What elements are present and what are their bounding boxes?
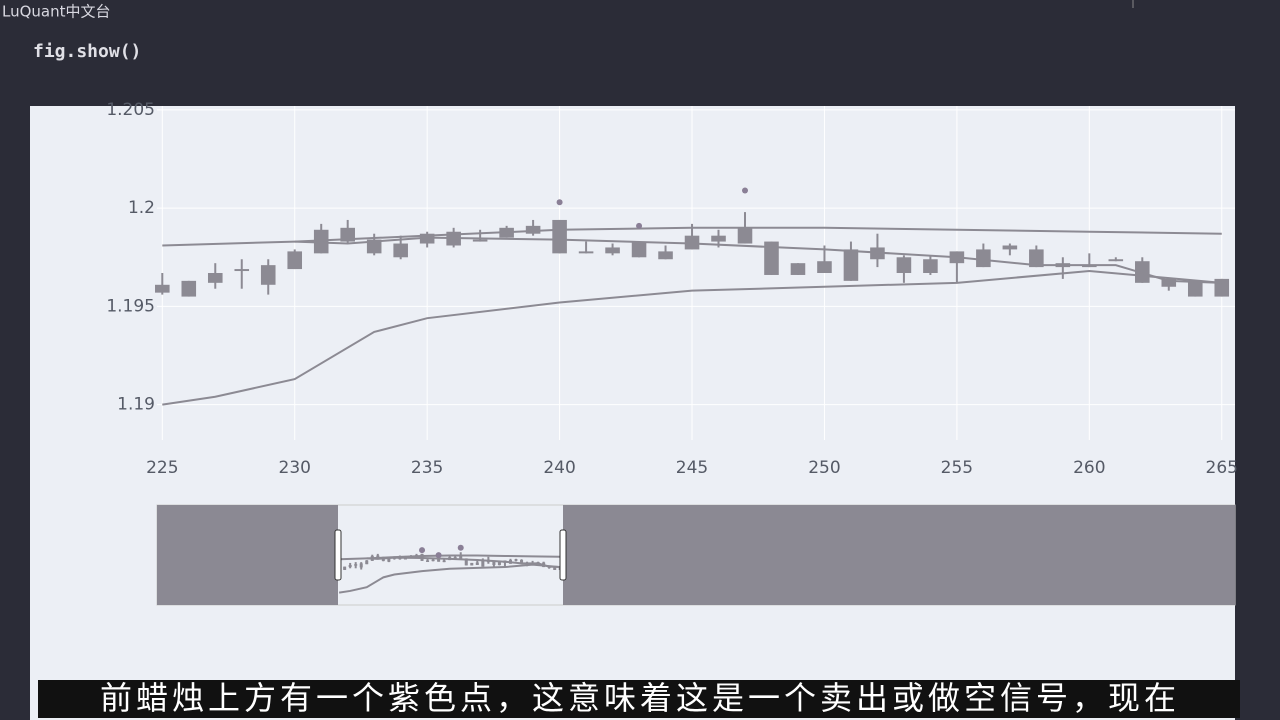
body xyxy=(605,247,620,254)
body xyxy=(234,269,250,272)
body xyxy=(472,239,488,242)
y-tick-label: 1.195 xyxy=(106,296,155,316)
body xyxy=(393,243,408,258)
body xyxy=(1108,259,1124,262)
slider-body xyxy=(348,565,352,568)
slider-body xyxy=(470,562,474,566)
body xyxy=(976,249,991,268)
y-tick-label: 1.19 xyxy=(117,395,155,415)
slider-body xyxy=(553,566,557,570)
x-tick-label: 265 xyxy=(1206,458,1238,478)
body xyxy=(896,257,912,273)
x-tick-label: 235 xyxy=(411,458,443,478)
body xyxy=(711,235,726,242)
body xyxy=(552,219,567,254)
body xyxy=(1187,280,1203,297)
slider-handle[interactable] xyxy=(559,529,567,581)
slider-body xyxy=(497,562,501,565)
line xyxy=(294,236,1222,284)
slider-marker xyxy=(435,552,442,559)
x-tick-label: 240 xyxy=(543,458,575,478)
slider-body xyxy=(381,558,385,561)
chart: 1.19 1.195 1.2 1.205 225 230 235 240 245 250 255 26… xyxy=(106,100,1238,606)
body xyxy=(1161,278,1177,287)
slider-line xyxy=(338,563,561,594)
slider-body xyxy=(453,557,457,559)
body xyxy=(737,227,753,244)
line xyxy=(162,226,1222,247)
body xyxy=(790,263,806,275)
body xyxy=(366,239,382,254)
body xyxy=(631,241,647,258)
code: fig.show() xyxy=(33,41,141,62)
body xyxy=(578,251,594,254)
slider-marker xyxy=(457,544,464,551)
x-tick-label: 250 xyxy=(808,458,840,478)
slider-body xyxy=(442,560,446,563)
slider-body xyxy=(387,558,391,562)
x-tick-label: 230 xyxy=(279,458,311,478)
slider-body xyxy=(354,564,358,566)
slider-body xyxy=(492,561,496,565)
caption-box xyxy=(38,680,1240,718)
line xyxy=(162,270,1222,406)
slider-body xyxy=(343,566,347,570)
x-tick-label: 245 xyxy=(676,458,708,478)
slider-marker xyxy=(419,547,426,554)
body xyxy=(155,284,170,293)
body xyxy=(181,280,197,297)
y-tick-label: 1.2 xyxy=(128,198,155,218)
caption: 前蜡烛上方有一个紫色点，这意味着这是一个卖出或做空信号，现在 xyxy=(100,679,1180,717)
body xyxy=(923,259,938,273)
body xyxy=(525,225,541,234)
y-tick-label: 1.205 xyxy=(106,100,155,120)
slider-body xyxy=(437,558,441,562)
marker xyxy=(636,222,643,229)
slider-body xyxy=(431,559,435,562)
slider-body xyxy=(481,560,485,567)
marker xyxy=(556,199,563,206)
body xyxy=(1029,249,1044,268)
slider-body xyxy=(359,563,363,568)
x-tick-label: 255 xyxy=(941,458,973,478)
slider-handle[interactable] xyxy=(334,529,342,581)
slider-body xyxy=(365,560,369,565)
body xyxy=(207,273,223,283)
body xyxy=(764,241,779,275)
slider-mask xyxy=(157,505,338,605)
body xyxy=(658,251,673,260)
slider-mask xyxy=(563,505,1235,605)
body xyxy=(817,261,832,273)
slider-body xyxy=(426,560,430,562)
x-tick-label: 225 xyxy=(146,458,178,478)
body xyxy=(287,251,303,270)
marker xyxy=(742,187,748,194)
slider-body xyxy=(475,562,479,565)
slider-body xyxy=(459,555,463,559)
body xyxy=(1002,245,1018,250)
x-tick-label: 260 xyxy=(1073,458,1105,478)
slider-body xyxy=(520,560,524,564)
body xyxy=(843,249,859,281)
app-title: LuQuant中文台 xyxy=(2,3,111,21)
plot-background xyxy=(30,106,1235,720)
slider-body xyxy=(514,559,518,561)
body xyxy=(260,265,276,285)
slider-body xyxy=(464,558,468,566)
